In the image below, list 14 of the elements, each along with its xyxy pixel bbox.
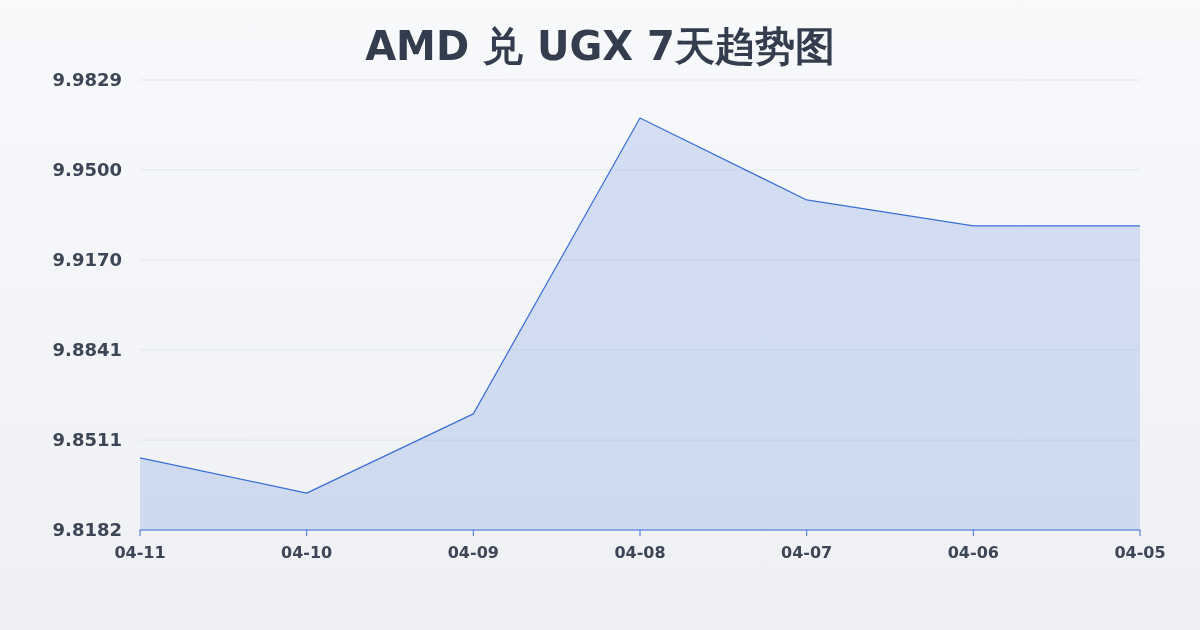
x-tick-label: 04-11 [114, 543, 166, 562]
x-tick-label: 04-07 [781, 543, 833, 562]
y-tick-label: 9.9829 [52, 69, 122, 91]
x-tick-label: 04-08 [614, 543, 666, 562]
chart-title: AMD 兑 UGX 7天趋势图 [365, 23, 835, 69]
x-tick-label: 04-05 [1114, 543, 1166, 562]
x-tick-label: 04-06 [947, 543, 999, 562]
y-tick-label: 9.8182 [52, 519, 122, 541]
y-tick-label: 9.8511 [52, 429, 122, 451]
y-tick-label: 9.9170 [52, 249, 122, 271]
x-tick-label: 04-10 [281, 543, 333, 562]
y-tick-label: 9.8841 [52, 339, 122, 361]
y-tick-label: 9.9500 [52, 159, 122, 181]
x-tick-label: 04-09 [447, 543, 499, 562]
